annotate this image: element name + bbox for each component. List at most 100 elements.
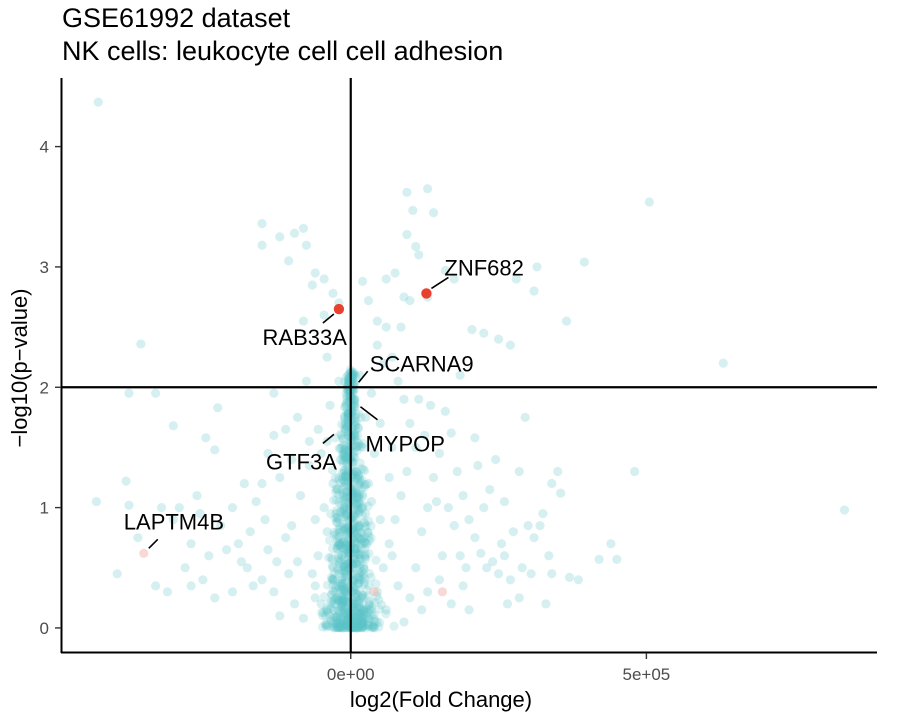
- data-point: [350, 549, 360, 559]
- data-point: [342, 467, 352, 478]
- data-point: [331, 517, 342, 527]
- data-point: [339, 499, 349, 509]
- data-point: [352, 467, 362, 477]
- data-point: [367, 602, 377, 612]
- data-point: [402, 466, 412, 477]
- data-point: [354, 598, 364, 609]
- data-point: [330, 599, 340, 609]
- data-point: [351, 420, 361, 431]
- data-point: [365, 614, 375, 624]
- data-point: [357, 623, 367, 633]
- data-point: [349, 527, 359, 538]
- data-point: [310, 581, 320, 591]
- data-point: [351, 584, 361, 594]
- data-point: [242, 563, 252, 573]
- data-point: [363, 501, 373, 511]
- data-point: [349, 554, 360, 565]
- data-point: [334, 549, 344, 559]
- data-point: [272, 557, 282, 567]
- data-point: [353, 423, 363, 433]
- y-tick-label: 1: [40, 499, 49, 518]
- data-point: [342, 470, 352, 481]
- data-point: [322, 607, 333, 617]
- data-point: [352, 617, 362, 627]
- data-point: [339, 508, 350, 518]
- data-point: [351, 442, 362, 452]
- data-point: [340, 471, 351, 481]
- data-point: [356, 592, 366, 602]
- data-point: [121, 476, 131, 486]
- data-point: [328, 614, 338, 624]
- data-point: [350, 453, 360, 463]
- data-point: [310, 593, 320, 603]
- data-point: [352, 441, 362, 451]
- data-point: [354, 577, 364, 587]
- data-point: [356, 617, 366, 627]
- data-point: [316, 448, 326, 459]
- data-point: [351, 409, 361, 419]
- data-point: [349, 369, 360, 379]
- data-point: [332, 564, 342, 574]
- data-point: [328, 599, 338, 609]
- data-point: [340, 552, 350, 562]
- data-point: [340, 427, 350, 437]
- data-point: [354, 601, 364, 611]
- data-point: [192, 490, 202, 501]
- data-point: [341, 619, 351, 629]
- data-point: [307, 569, 317, 579]
- data-point: [449, 521, 459, 531]
- data-point: [353, 578, 363, 588]
- data-point: [353, 474, 363, 485]
- data-point: [351, 544, 362, 554]
- data-point: [322, 620, 332, 630]
- data-point: [351, 520, 361, 531]
- data-point: [350, 396, 360, 407]
- data-point: [390, 268, 400, 278]
- data-point: [359, 621, 369, 631]
- data-point: [338, 596, 348, 606]
- data-point: [336, 581, 346, 591]
- data-point: [338, 524, 348, 534]
- data-point: [358, 609, 368, 619]
- data-point: [338, 578, 348, 588]
- data-point: [402, 229, 412, 240]
- data-point: [350, 431, 360, 441]
- data-point: [352, 489, 362, 499]
- data-point: [340, 453, 351, 463]
- data-point: [320, 619, 331, 629]
- data-point: [353, 522, 363, 532]
- data-point: [339, 402, 350, 412]
- data-point: [334, 559, 345, 569]
- data-point: [359, 518, 369, 528]
- data-point: [353, 534, 363, 544]
- data-point: [399, 617, 409, 627]
- data-point: [384, 539, 394, 549]
- data-point: [329, 596, 339, 606]
- data-point: [564, 572, 575, 582]
- data-point: [350, 617, 361, 627]
- data-point: [316, 607, 327, 618]
- data-point: [356, 620, 367, 630]
- data-point: [351, 589, 361, 599]
- data-point: [257, 240, 267, 250]
- data-point: [334, 515, 344, 525]
- highlighted-point: [333, 303, 345, 315]
- data-point: [317, 622, 328, 632]
- data-point: [365, 621, 375, 631]
- data-point: [529, 533, 539, 543]
- data-point: [260, 515, 270, 525]
- data-point: [350, 608, 360, 618]
- data-point: [366, 572, 376, 583]
- data-point: [341, 588, 351, 598]
- data-point: [357, 489, 368, 499]
- data-point: [340, 575, 350, 585]
- data-point: [354, 473, 365, 483]
- data-point: [340, 537, 350, 547]
- data-point: [350, 612, 360, 622]
- data-point: [381, 274, 391, 284]
- data-point: [333, 621, 343, 632]
- data-point: [328, 563, 338, 573]
- data-point: [355, 609, 365, 619]
- chart-title-line-2: NK cells: leukocyte cell cell adhesion: [62, 36, 503, 66]
- data-point: [332, 544, 343, 554]
